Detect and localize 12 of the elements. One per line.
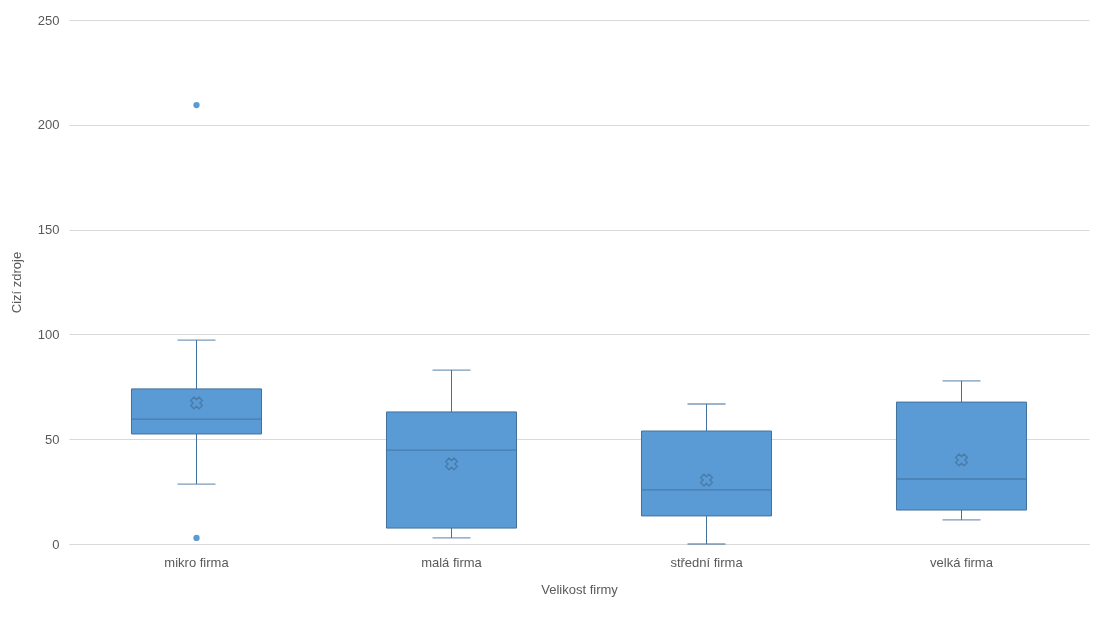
x-tick-label: malá firma xyxy=(421,554,483,570)
x-tick-label: střední firma xyxy=(670,554,744,570)
y-tick-label: 100 xyxy=(37,326,60,342)
y-axis-title: Cizí zdroje xyxy=(8,251,24,314)
x-tick-label: mikro firma xyxy=(164,554,230,570)
y-tick-label: 250 xyxy=(37,12,60,28)
x-tick-label: velká firma xyxy=(930,554,994,570)
y-tick-label: 150 xyxy=(37,222,60,238)
y-tick-label: 50 xyxy=(45,431,60,447)
x-axis-title: Velikost firmy xyxy=(541,581,619,597)
y-tick-label: 0 xyxy=(52,536,60,552)
y-tick-label: 200 xyxy=(37,117,60,133)
